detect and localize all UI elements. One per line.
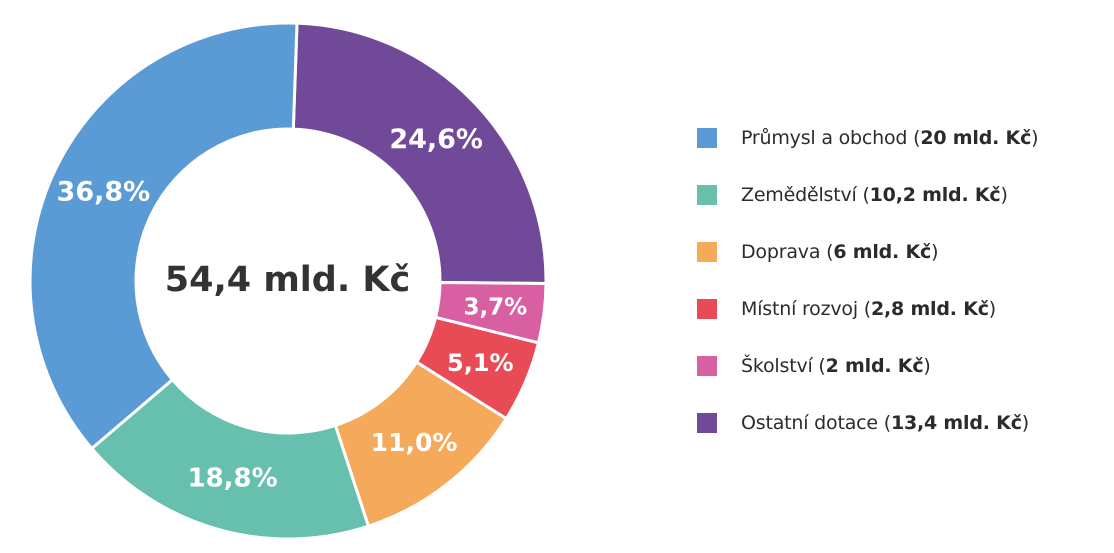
legend-amount: 2,8 mld. Kč xyxy=(870,298,989,320)
legend-label: Místní rozvoj (2,8 mld. Kč) xyxy=(741,298,997,320)
legend-amount: 20 mld. Kč xyxy=(920,127,1032,149)
legend-swatch xyxy=(697,299,717,319)
legend-label: Zemědělství (10,2 mld. Kč) xyxy=(741,184,1008,206)
donut-slice-ostatn-dotace xyxy=(291,21,548,286)
slice-percent-label: 18,8% xyxy=(187,463,277,493)
legend-amount: 2 mld. Kč xyxy=(825,355,924,377)
legend-label: Ostatní dotace (13,4 mld. Kč) xyxy=(741,412,1029,434)
legend-item: Doprava (6 mld. Kč) xyxy=(697,232,1038,289)
slice-percent-label: 24,6% xyxy=(389,124,483,155)
legend-swatch xyxy=(697,128,717,148)
legend-item: Průmysl a obchod (20 mld. Kč) xyxy=(697,118,1039,175)
legend-amount: 10,2 mld. Kč xyxy=(869,184,1001,206)
legend-item: Místní rozvoj (2,8 mld. Kč) xyxy=(697,289,1038,346)
legend-amount: 13,4 mld. Kč xyxy=(890,412,1022,434)
slice-percent-label: 11,0% xyxy=(371,428,458,457)
legend-amount: 6 mld. Kč xyxy=(833,241,932,263)
donut-center-total: 54,4 mld. Kč xyxy=(164,260,411,300)
slice-percent-label: 3,7% xyxy=(463,294,527,320)
legend-swatch xyxy=(697,356,717,376)
legend-label: Doprava (6 mld. Kč) xyxy=(741,241,939,263)
legend-item: Školství (2 mld. Kč) xyxy=(697,346,1038,403)
legend-item: Ostatní dotace (13,4 mld. Kč) xyxy=(697,403,1038,460)
legend-swatch xyxy=(697,185,717,205)
donut-slice-zem-d-lstv- xyxy=(89,377,371,541)
legend-swatch xyxy=(697,242,717,262)
donut-chart: 24,6% 3,7% 5,1% 11,0% 18,8% 36,8% xyxy=(28,21,548,541)
legend-label: Školství (2 mld. Kč) xyxy=(741,355,931,377)
slice-percent-label: 36,8% xyxy=(57,176,151,207)
slice-labels: 24,6% 3,7% 5,1% 11,0% 18,8% 36,8% xyxy=(57,124,528,494)
legend-label: Průmysl a obchod (20 mld. Kč) xyxy=(741,127,1039,149)
legend-swatch xyxy=(697,413,717,433)
donut-slice-pr-mysl-a-obchod xyxy=(28,21,299,451)
slice-percent-label: 5,1% xyxy=(447,349,514,377)
donut-slices xyxy=(28,21,548,541)
chart-legend: Průmysl a obchod (20 mld. Kč) Zemědělství… xyxy=(697,118,1039,460)
legend-item: Zemědělství (10,2 mld. Kč) xyxy=(697,175,1038,232)
